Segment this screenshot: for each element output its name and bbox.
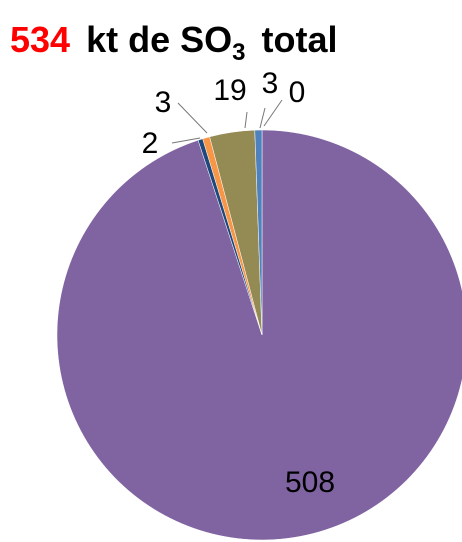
title-text: kt de SO: [86, 19, 232, 60]
chart-title: 534 kt de SO3 total: [10, 19, 338, 68]
data-label: 2: [142, 127, 159, 160]
data-label: 508: [285, 466, 335, 499]
title-total: 534: [10, 19, 70, 60]
data-label: 3: [262, 67, 279, 100]
pie-slice: [56, 129, 462, 541]
title-subscript: 3: [232, 39, 245, 66]
data-label: 19: [213, 74, 246, 107]
pie-slice: [254, 129, 263, 336]
leader-line: [171, 137, 201, 144]
leader-line: [259, 107, 266, 129]
data-label: 3: [155, 86, 172, 119]
leader-line: [177, 102, 208, 134]
data-label: 0: [289, 76, 306, 109]
leader-line: [263, 99, 283, 127]
title-suffix: total: [262, 19, 338, 60]
leader-line: [244, 111, 248, 129]
